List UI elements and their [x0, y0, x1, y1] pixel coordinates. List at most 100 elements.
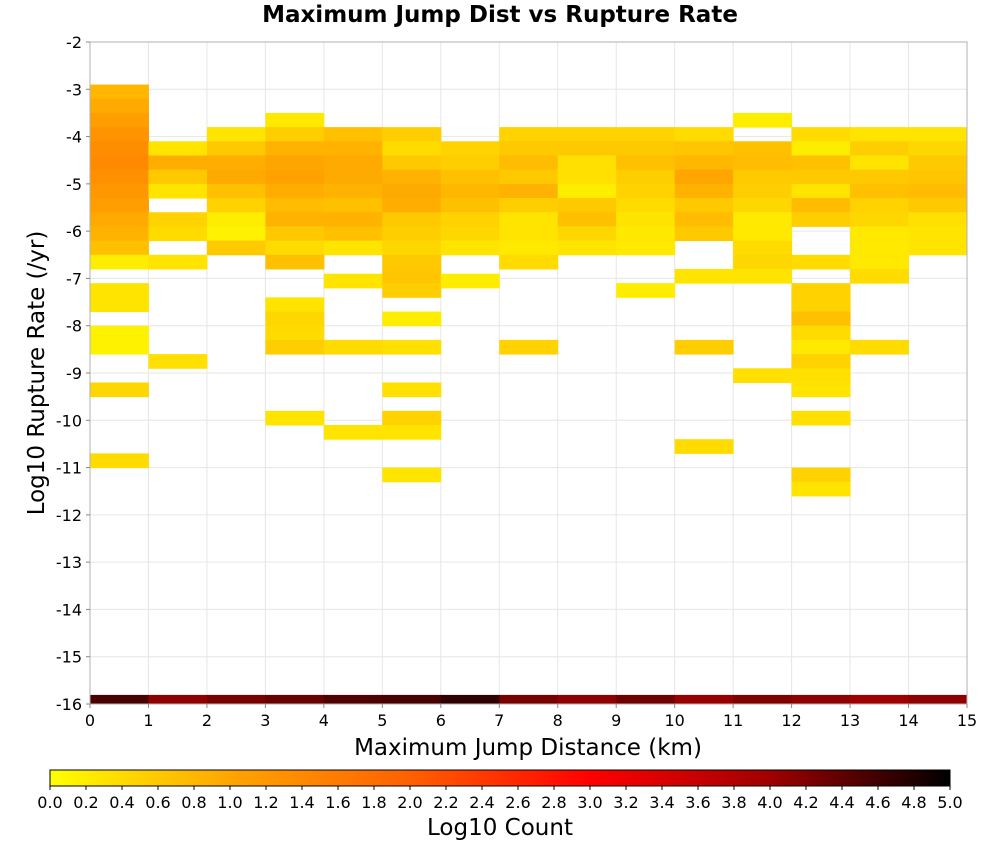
colorbar-tick-label: 1.2: [253, 793, 278, 812]
heatmap-cell: [499, 240, 559, 256]
heatmap-cell: [440, 212, 500, 227]
x-tick-label: 5: [377, 711, 387, 730]
heatmap-cell: [791, 382, 851, 398]
colorbar-tick-label: 0.6: [145, 793, 170, 812]
heatmap-cell: [440, 198, 500, 213]
heatmap-cell: [499, 226, 559, 242]
heatmap-cell: [90, 112, 149, 128]
heatmap-cell: [674, 127, 734, 142]
heatmap-cell: [791, 169, 851, 185]
heatmap-cell: [90, 240, 149, 256]
heatmap-cell: [265, 311, 325, 327]
heatmap-cell: [674, 268, 734, 284]
heatmap-cell: [382, 127, 442, 142]
x-tick-label: 4: [319, 711, 329, 730]
heatmap-cell: [148, 169, 208, 185]
heatmap-cell: [791, 325, 851, 341]
x-tick-label: 6: [436, 711, 446, 730]
heatmap-cell: [382, 410, 442, 426]
heatmap-cell: [90, 382, 149, 398]
heatmap-cell: [382, 155, 442, 171]
heatmap-cell: [206, 169, 266, 185]
heatmap-cell: [499, 212, 559, 227]
x-tick-label: 7: [494, 711, 504, 730]
heatmap-cell: [90, 155, 149, 171]
heatmap-cell: [616, 212, 676, 227]
heatmap-cell: [265, 339, 325, 355]
heatmap-cell: [382, 226, 442, 242]
colorbar-label: Log10 Count: [427, 815, 573, 841]
heatmap-cell: [557, 155, 617, 171]
heatmap-cell: [323, 127, 383, 142]
heatmap-cell: [733, 183, 793, 199]
heatmap-cell: [323, 155, 383, 171]
heatmap-cells: [90, 84, 968, 497]
heatmap-cell: [674, 439, 734, 454]
x-tick-label: 1: [143, 711, 153, 730]
heatmap-cell: [499, 127, 559, 142]
heatmap-cell: [733, 240, 793, 256]
heatmap-cell: [265, 254, 325, 270]
heatmap-cell: [265, 127, 325, 142]
heatmap-cell: [733, 212, 793, 227]
colorbar-tick-label: 4.6: [865, 793, 890, 812]
heatmap-cell: [206, 155, 266, 171]
heatmap-cell: [850, 198, 910, 213]
heatmap-cell: [323, 425, 383, 440]
heatmap-cell: [791, 354, 851, 369]
colorbar-tick-label: 5.0: [937, 793, 962, 812]
heatmap-cell: [206, 212, 266, 227]
x-tick-label: 13: [840, 711, 860, 730]
colorbar-tick-label: 0.8: [181, 793, 206, 812]
heatmap-cell: [850, 240, 910, 256]
heatmap-cell: [674, 183, 734, 199]
heatmap-cell: [791, 368, 851, 383]
colorbar-tick-label: 3.0: [577, 793, 602, 812]
heatmap-cell: [382, 183, 442, 199]
chart-title: Maximum Jump Dist vs Rupture Rate: [262, 2, 738, 28]
colorbar-tick-label: 3.8: [721, 793, 746, 812]
y-tick-label: -8: [66, 317, 82, 336]
heatmap-cell: [733, 368, 793, 383]
heatmap-cell: [323, 198, 383, 213]
heatmap-cell: [440, 273, 500, 289]
heatmap-cell: [733, 169, 793, 185]
heatmap-cell: [323, 183, 383, 199]
heatmap-cell: [90, 141, 149, 156]
heatmap-cell: [674, 198, 734, 213]
heatmap-cell: [791, 198, 851, 213]
y-tick-label: -7: [66, 269, 82, 288]
colorbar-tick-label: 2.4: [469, 793, 494, 812]
bottom-row-cell: [499, 694, 559, 704]
heatmap-cell: [148, 141, 208, 156]
heatmap-cell: [90, 325, 149, 341]
heatmap-cell: [733, 268, 793, 284]
heatmap-cell: [616, 169, 676, 185]
heatmap-cell: [616, 226, 676, 242]
heatmap-cell: [206, 226, 266, 242]
x-tick-label: 14: [898, 711, 918, 730]
heatmap-cell: [265, 212, 325, 227]
heatmap-cell: [440, 226, 500, 242]
bottom-row-cell: [850, 694, 910, 704]
heatmap-cell: [206, 198, 266, 213]
heatmap-cell: [557, 226, 617, 242]
heatmap-cell: [148, 354, 208, 369]
heatmap-cell: [440, 240, 500, 256]
heatmap-cell: [791, 311, 851, 327]
colorbar-tick-label: 0.2: [73, 793, 98, 812]
heatmap-cell: [265, 141, 325, 156]
colorbar-tick-labels: 0.0 0.2 0.4 0.6 0.8 1.0 1.2 1.4 1.6 1.8 2.0 2.2 2.4 2…: [37, 786, 963, 812]
heatmap-cell: [323, 141, 383, 156]
y-tick-label: -12: [56, 506, 82, 525]
heatmap-cell: [90, 453, 149, 469]
heatmap-cell: [382, 169, 442, 185]
heatmap-cell: [499, 254, 559, 270]
colorbar-tick-label: 1.0: [217, 793, 242, 812]
x-tick-labels: 0 1 2 3 4 5 6 7 8 9 10 11 12 13 14 15: [85, 704, 977, 730]
x-tick-label: 15: [957, 711, 977, 730]
bottom-row-cell: [440, 694, 500, 704]
heatmap-cell: [148, 212, 208, 227]
heatmap-cell: [791, 212, 851, 227]
heatmap-cell: [382, 467, 442, 483]
